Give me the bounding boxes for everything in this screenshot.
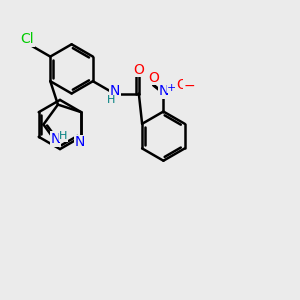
Text: H: H [106, 95, 115, 105]
Text: N: N [110, 84, 120, 98]
Text: N: N [50, 132, 61, 146]
Text: −: − [183, 78, 195, 92]
Text: Cl: Cl [21, 32, 34, 46]
Text: +: + [167, 83, 176, 93]
Text: O: O [176, 78, 187, 92]
Text: H: H [59, 131, 68, 141]
Text: O: O [148, 70, 159, 85]
Text: N: N [75, 135, 85, 149]
Text: N: N [158, 84, 169, 98]
Text: O: O [134, 63, 144, 77]
